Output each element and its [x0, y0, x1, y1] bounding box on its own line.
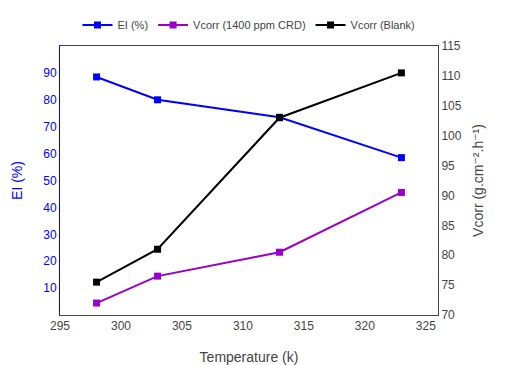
svg-text:100: 100: [441, 129, 461, 143]
svg-text:70: 70: [43, 120, 57, 134]
svg-text:295: 295: [50, 319, 70, 333]
svg-text:110: 110: [441, 69, 460, 83]
svg-text:315: 315: [294, 319, 314, 333]
svg-text:95: 95: [441, 159, 455, 173]
svg-text:Vcorr (Blank): Vcorr (Blank): [351, 19, 415, 31]
svg-text:115: 115: [441, 39, 460, 53]
svg-text:325: 325: [416, 319, 436, 333]
svg-text:310: 310: [233, 319, 253, 333]
svg-text:300: 300: [111, 319, 131, 333]
svg-text:80: 80: [43, 93, 57, 107]
svg-text:Temperature (k): Temperature (k): [200, 349, 299, 365]
svg-text:10: 10: [43, 281, 57, 295]
svg-text:305: 305: [172, 319, 192, 333]
svg-text:80: 80: [441, 248, 455, 262]
svg-text:20: 20: [43, 254, 57, 268]
svg-text:50: 50: [43, 174, 57, 188]
svg-text:60: 60: [43, 147, 57, 161]
svg-text:105: 105: [441, 99, 461, 113]
svg-text:70: 70: [441, 308, 455, 322]
svg-text:40: 40: [43, 201, 57, 215]
svg-text:30: 30: [43, 228, 57, 242]
svg-text:Vcorr (1400 ppm CRD): Vcorr (1400 ppm CRD): [193, 19, 305, 31]
svg-text:75: 75: [441, 278, 455, 292]
svg-text:320: 320: [355, 319, 375, 333]
svg-text:90: 90: [441, 189, 455, 203]
svg-text:85: 85: [441, 219, 455, 233]
svg-text:Vcorr (g.cm⁻².h⁻¹): Vcorr (g.cm⁻².h⁻¹): [470, 124, 486, 237]
svg-text:EI (%): EI (%): [9, 161, 25, 200]
svg-text:EI (%): EI (%): [118, 19, 149, 31]
svg-text:90: 90: [43, 66, 57, 80]
